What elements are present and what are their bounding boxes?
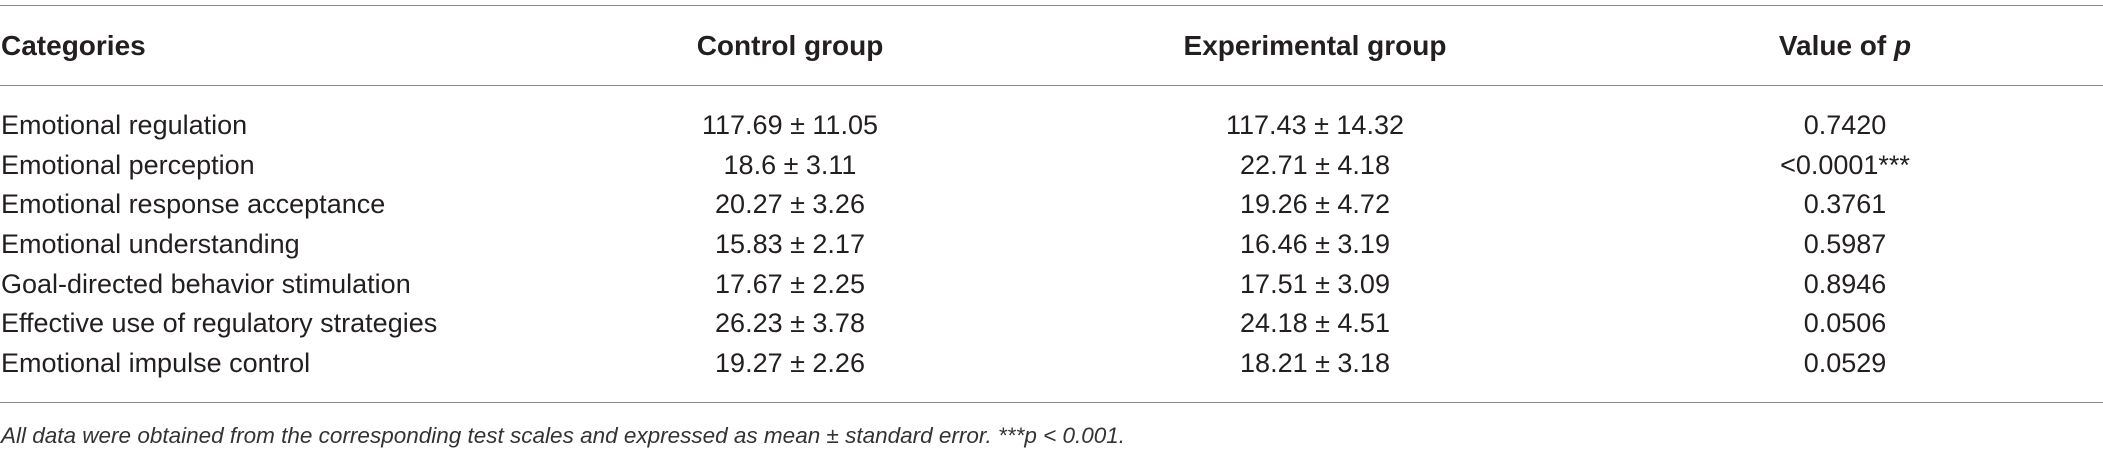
row-experimental-value: 19.26 ± 4.72 [1240, 189, 1390, 220]
row-control-value: 117.69 ± 11.05 [702, 110, 878, 140]
row-category: Emotional regulation [1, 110, 248, 140]
row-control-value: 18.6 ± 3.11 [723, 149, 857, 180]
table-row: Emotional understanding 15.83 ± 2.17 16.… [0, 225, 2103, 265]
row-control-value: 26.23 ± 3.78 [715, 308, 865, 339]
table-row: Effective use of regulatory strategies 2… [0, 304, 2103, 344]
row-category: Goal-directed behavior stimulation [1, 268, 411, 299]
table-top-rule [0, 5, 2103, 6]
header-categories: Categories [1, 30, 146, 61]
row-control-value: 17.67 ± 2.25 [715, 268, 865, 299]
row-category: Emotional response acceptance [1, 189, 386, 220]
row-experimental-value: 17.51 ± 3.09 [1240, 268, 1390, 299]
row-p-value: 0.5987 [1803, 229, 1887, 260]
row-p-value: 0.7420 [1803, 110, 1887, 140]
table-row: Emotional impulse control 19.27 ± 2.26 1… [0, 344, 2103, 384]
row-experimental-value: 22.71 ± 4.18 [1240, 149, 1390, 180]
table-row: Goal-directed behavior stimulation 17.67… [0, 265, 2103, 305]
row-p-value: 0.3761 [1803, 189, 1887, 220]
row-category: Emotional perception [1, 149, 255, 180]
row-category: Emotional understanding [1, 229, 300, 260]
row-category: Effective use of regulatory strategies [1, 308, 438, 339]
header-control-group: Control group [696, 30, 884, 61]
row-experimental-value: 18.21 ± 3.18 [1240, 348, 1390, 379]
row-p-value: 0.0506 [1803, 308, 1887, 339]
row-control-value: 15.83 ± 2.17 [715, 229, 865, 260]
row-category: Emotional impulse control [1, 348, 311, 379]
row-experimental-value: 16.46 ± 3.19 [1240, 229, 1390, 260]
table-row: Emotional response acceptance 20.27 ± 3.… [0, 185, 2103, 225]
row-p-value: 0.0529 [1803, 348, 1887, 379]
row-p-value: 0.8946 [1803, 268, 1887, 299]
header-p-value: Value of p [1645, 22, 2045, 70]
header-p-value-symbol: p [1894, 30, 1912, 61]
table-body: Emotional regulation 117.69 ± 11.05 117.… [0, 106, 2103, 384]
table-row: Emotional regulation 117.69 ± 11.05 117.… [0, 106, 2103, 146]
row-experimental-value: 24.18 ± 4.51 [1240, 308, 1390, 339]
row-experimental-value: 117.43 ± 14.32 [1226, 110, 1404, 140]
table-footnote: All data were obtained from the correspo… [1, 423, 1126, 448]
header-experimental-group: Experimental group [1183, 30, 1447, 61]
header-p-value-prefix: Value of [1778, 30, 1895, 61]
table-header-row: Categories Control group Experimental gr… [0, 22, 2103, 70]
row-control-value: 19.27 ± 2.26 [715, 348, 865, 379]
table-header-rule [0, 85, 2103, 86]
row-control-value: 20.27 ± 3.26 [715, 189, 865, 220]
row-p-value: <0.0001*** [1780, 149, 1910, 180]
table-bottom-rule [0, 402, 2103, 403]
table-row: Emotional perception 18.6 ± 3.11 22.71 ±… [0, 146, 2103, 186]
